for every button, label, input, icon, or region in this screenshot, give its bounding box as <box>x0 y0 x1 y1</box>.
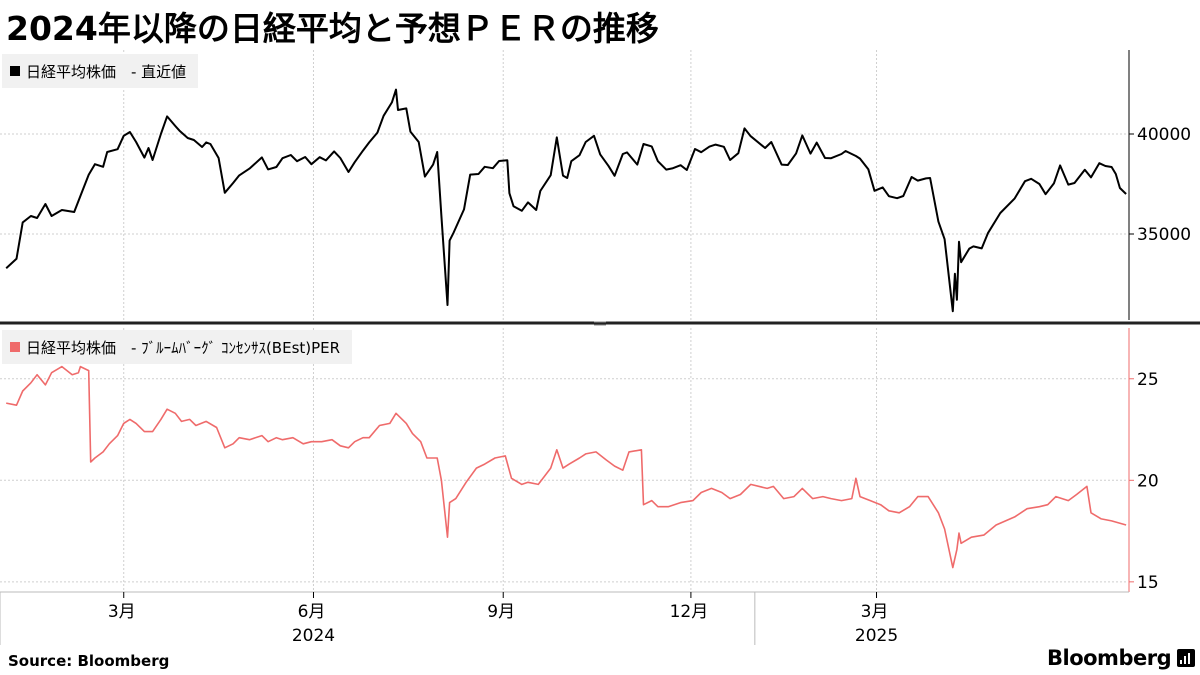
brand-text: Bloomberg <box>1047 646 1172 670</box>
legend-top-swatch <box>10 66 20 76</box>
nikkei-per-line <box>6 365 1127 569</box>
y-tick-label: 20 <box>1137 471 1159 491</box>
legend-bottom-label: 日経平均株価 - ﾌﾞﾙｰﾑﾊﾞｰｸﾞ ｺﾝｾﾝｻｽ(BEst)PER <box>26 338 341 357</box>
grid-lines <box>0 50 1127 592</box>
axes <box>0 50 1200 645</box>
x-tick-label: 6月 <box>298 602 326 622</box>
y-tick-label: 40000 <box>1137 125 1191 145</box>
bloomberg-logo: Bloomberg <box>1047 646 1196 670</box>
x-tick-label: 9月 <box>487 602 515 622</box>
x-tick-label: 12月 <box>670 602 709 622</box>
legend-top-label: 日経平均株価 - 直近値 <box>26 62 187 81</box>
legend-bottom-swatch <box>10 342 20 352</box>
x-year-label: 2024 <box>292 626 335 646</box>
y-tick-label: 35000 <box>1137 225 1191 245</box>
x-tick-label: 3月 <box>861 602 889 622</box>
page-title: 2024年以降の日経平均と予想ＰＥＲの推移 <box>6 9 659 48</box>
legend-bottom: 日経平均株価 - ﾌﾞﾙｰﾑﾊﾞｰｸﾞ ｺﾝｾﾝｻｽ(BEst)PER <box>2 330 353 364</box>
y-tick-label: 15 <box>1137 573 1159 593</box>
legend-top: 日経平均株価 - 直近値 <box>2 54 199 88</box>
x-tick-label: 3月 <box>108 602 136 622</box>
series-lines <box>5 88 1127 569</box>
source-note: Source: Bloomberg <box>8 652 170 670</box>
bloomberg-terminal-icon <box>1177 649 1196 667</box>
y-tick-label: 25 <box>1137 370 1159 390</box>
x-year-label: 2025 <box>855 626 898 646</box>
nikkei-price-line <box>5 88 1127 313</box>
